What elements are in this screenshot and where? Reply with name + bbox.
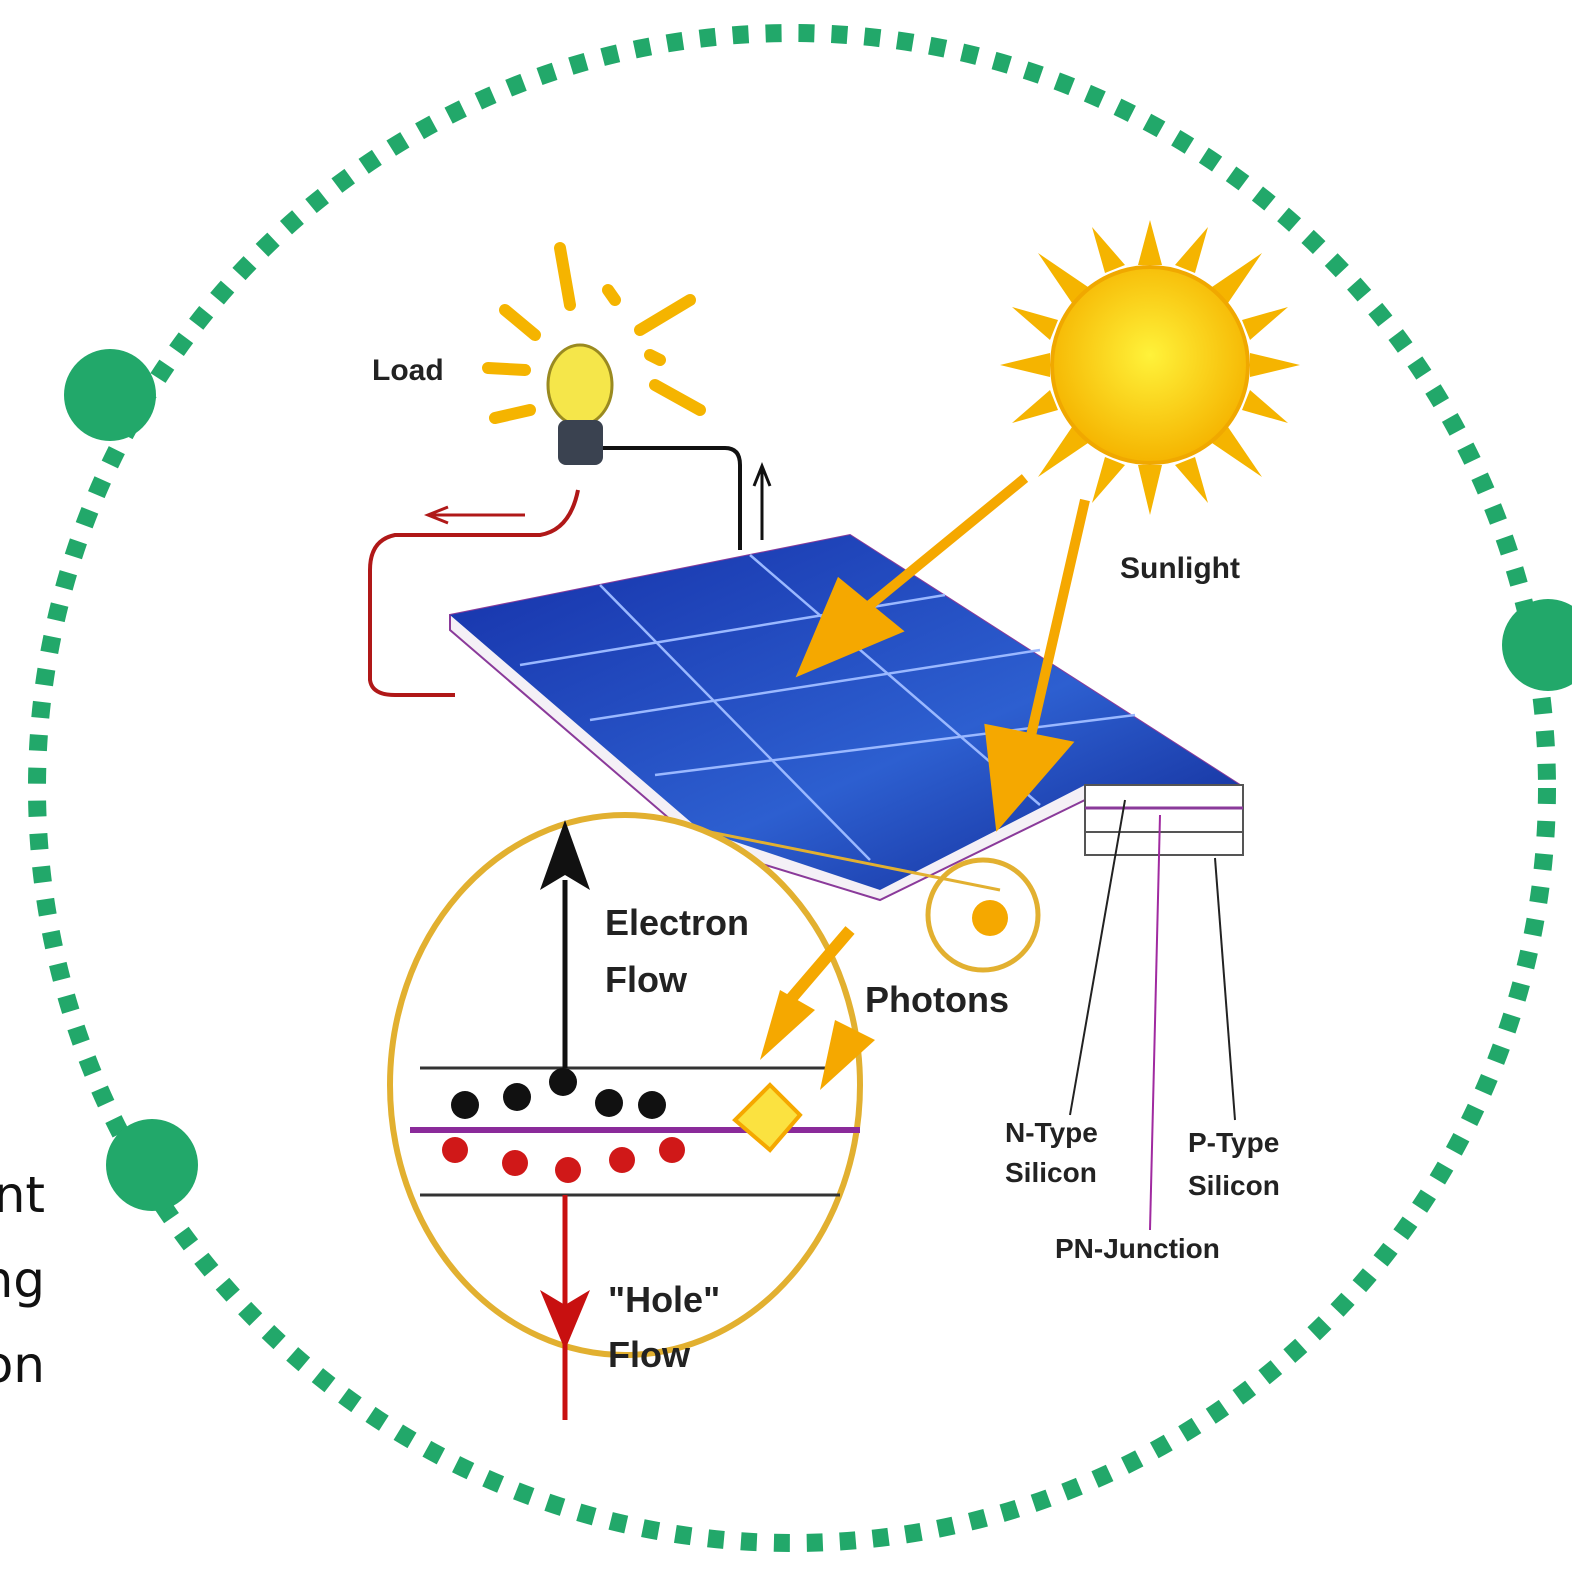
ring-dot <box>1502 599 1572 691</box>
label: Flow <box>605 959 688 1000</box>
magnified-view <box>390 815 860 1355</box>
label: Photons <box>865 979 1009 1020</box>
label: Silicon <box>1188 1170 1280 1201</box>
side-text: ng <box>0 1251 45 1309</box>
side-text: nt <box>0 1166 45 1224</box>
diagram: nt ng on Load Sunlight <box>0 0 1572 1570</box>
label: N-Type <box>1005 1117 1098 1148</box>
arrow <box>428 507 525 523</box>
side-text: on <box>0 1336 45 1394</box>
wire <box>590 440 740 550</box>
sun <box>1052 267 1248 463</box>
layer-cutaway <box>1085 785 1243 855</box>
label: Sunlight <box>1120 552 1240 585</box>
bulb <box>548 345 612 425</box>
label: Load <box>372 354 444 387</box>
arrow <box>754 466 770 540</box>
label: Electron <box>605 902 749 943</box>
label: P-Type <box>1188 1127 1279 1158</box>
ring-dot <box>64 349 156 441</box>
label: "Hole" <box>608 1279 720 1320</box>
bulb-base <box>558 420 603 465</box>
label: Flow <box>608 1334 691 1375</box>
label: PN-Junction <box>1055 1233 1220 1264</box>
label: Silicon <box>1005 1157 1097 1188</box>
ring-dot <box>106 1119 198 1211</box>
